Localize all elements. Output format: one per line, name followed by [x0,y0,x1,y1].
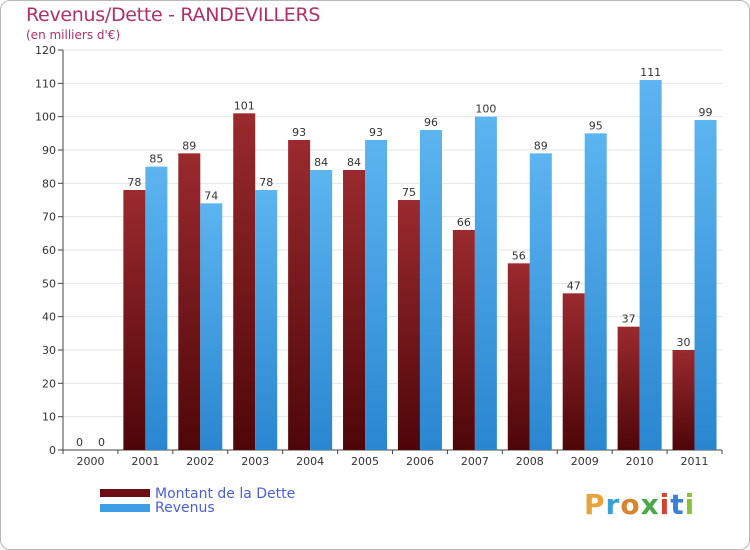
data-label-revenue-2001: 85 [149,153,163,166]
y-tick-label: 90 [42,144,56,157]
data-label-debt-2010: 37 [622,313,636,326]
x-tick-label: 2005 [351,455,379,468]
data-label-revenue-2010: 111 [640,66,661,79]
bar-revenue-2002 [200,203,223,450]
legend-swatch-debt [100,489,150,497]
data-label-debt-2009: 47 [567,279,581,292]
bar-revenue-2011 [694,120,717,450]
logo-letter: P [584,488,606,521]
x-tick-label: 2006 [406,455,434,468]
bar-revenue-2004 [310,170,333,450]
bar-debt-2004 [288,140,311,450]
data-label-debt-2003: 101 [234,99,255,112]
x-tick-label: 2002 [186,455,214,468]
chart-subtitle: (en milliers d'€) [26,28,121,42]
y-tick-label: 70 [42,211,56,224]
data-label-revenue-2006: 96 [424,116,438,129]
data-label-revenue-2007: 100 [475,103,496,116]
y-tick-label: 100 [35,111,56,124]
bar-debt-2005 [343,170,366,450]
bar-debt-2002 [178,153,201,451]
data-label-debt-2008: 56 [512,249,526,262]
data-label-revenue-2004: 84 [314,156,328,169]
bar-revenue-2006 [419,130,442,450]
y-tick-label: 20 [42,377,56,390]
data-label-debt-2002: 89 [182,139,196,152]
x-tick-label: 2007 [461,455,489,468]
x-tick-label: 2011 [681,455,709,468]
x-tick-label: 2010 [626,455,654,468]
x-tick-label: 2000 [76,455,104,468]
bar-debt-2008 [507,263,530,450]
y-tick-label: 80 [42,177,56,190]
legend-label-revenue: Revenus [155,500,215,516]
y-tick-label: 60 [42,244,56,257]
bar-debt-2003 [233,113,256,450]
bar-revenue-2009 [584,133,607,451]
data-label-revenue-2002: 74 [204,189,218,202]
logo-letter: i [659,488,671,521]
logo-letter: o [620,488,641,521]
data-label-debt-2006: 75 [402,186,416,199]
logo-letter: t [670,488,685,521]
y-tick-label: 0 [49,444,56,457]
legend-swatch-revenue [100,504,150,512]
bar-revenue-2008 [529,153,552,451]
bar-revenue-2007 [474,116,497,451]
y-tick-label: 110 [35,77,56,90]
data-label-debt-2011: 30 [677,336,691,349]
y-tick-label: 30 [42,344,56,357]
data-label-revenue-2008: 89 [534,139,548,152]
data-label-revenue-2000: 0 [98,436,105,449]
bar-debt-2007 [452,230,475,450]
bar-debt-2010 [617,326,640,450]
x-tick-label: 2004 [296,455,324,468]
x-tick-label: 2003 [241,455,269,468]
bar-debt-2006 [397,200,420,450]
data-label-debt-2005: 84 [347,156,361,169]
bar-debt-2009 [562,293,585,450]
bar-revenue-2005 [365,140,388,450]
data-label-debt-2004: 93 [292,126,306,139]
data-label-revenue-2003: 78 [259,176,273,189]
data-label-revenue-2009: 95 [589,119,603,132]
data-label-revenue-2005: 93 [369,126,383,139]
logo-letter: i [684,488,696,521]
y-tick-label: 40 [42,311,56,324]
legend-label-debt: Montant de la Dette [155,486,296,502]
data-label-debt-2001: 78 [127,176,141,189]
y-tick-label: 120 [35,44,56,57]
x-tick-label: 2009 [571,455,599,468]
x-tick-label: 2008 [516,455,544,468]
data-label-debt-2000: 0 [76,436,83,449]
bar-revenue-2010 [639,80,662,450]
x-tick-label: 2001 [131,455,159,468]
bar-debt-2001 [123,190,146,450]
logo-letter: r [605,488,621,521]
proxiti-logo: Proxiti [584,488,695,521]
data-label-debt-2007: 66 [457,216,471,229]
y-tick-label: 10 [42,411,56,424]
bar-debt-2011 [672,350,695,450]
data-label-revenue-2011: 99 [699,106,713,119]
bar-revenue-2003 [255,190,278,450]
chart-title: Revenus/Dette - RANDEVILLERS [26,4,321,26]
bar-revenue-2001 [145,166,168,450]
y-tick-label: 50 [42,277,56,290]
logo-letter: x [640,488,660,521]
